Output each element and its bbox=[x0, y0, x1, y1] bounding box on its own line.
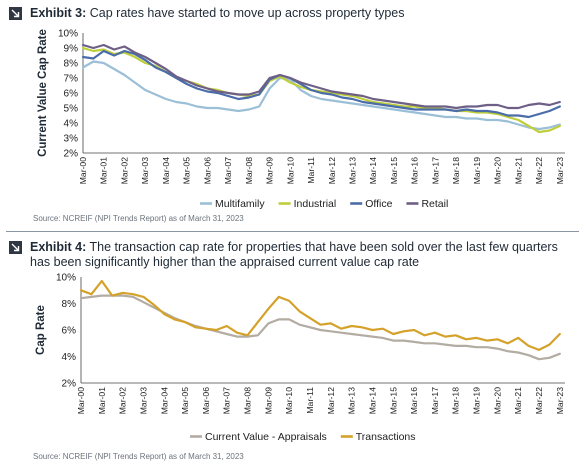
arrow-down-right-icon bbox=[9, 241, 22, 254]
y-tick-label: 10% bbox=[56, 273, 76, 284]
x-tick-label: Mar-08 bbox=[244, 157, 254, 184]
x-tick-label: Mar-03 bbox=[140, 157, 150, 184]
x-tick-label: Mar-10 bbox=[284, 387, 294, 414]
x-tick-label: Mar-22 bbox=[534, 157, 544, 184]
section-divider bbox=[6, 231, 579, 232]
x-tick-label: Mar-11 bbox=[306, 157, 316, 184]
exhibit4-title-line2: has been significantly higher than the a… bbox=[30, 255, 420, 269]
y-tick-label: 6% bbox=[62, 326, 77, 337]
exhibit4-title-line1: The transaction cap rate for properties … bbox=[89, 240, 558, 254]
x-tick-label: Mar-00 bbox=[78, 157, 88, 184]
x-tick-label: Mar-19 bbox=[472, 157, 482, 184]
y-tick-label: 9% bbox=[64, 44, 79, 55]
y-tick-label: 2% bbox=[62, 379, 77, 390]
x-tick-label: Mar-21 bbox=[513, 387, 523, 414]
x-tick-label: Mar-16 bbox=[409, 387, 419, 414]
exhibit3-source: Source: NCREIF (NPI Trends Report) as of… bbox=[33, 214, 244, 223]
x-tick-label: Mar-09 bbox=[265, 157, 275, 184]
x-tick-label: Mar-23 bbox=[555, 387, 565, 414]
x-tick-label: Mar-07 bbox=[223, 157, 233, 184]
x-tick-label: Mar-21 bbox=[513, 157, 523, 184]
exhibit3-label: Exhibit 3: bbox=[30, 6, 87, 20]
exhibit3-title-block: Exhibit 3: Cap rates have started to mov… bbox=[30, 6, 405, 21]
x-tick-label: Mar-15 bbox=[388, 387, 398, 414]
legend-entry: Current Value - Appraisals bbox=[205, 431, 327, 443]
x-tick-label: Mar-02 bbox=[119, 157, 129, 184]
x-tick-label: Mar-04 bbox=[159, 387, 169, 414]
x-tick-label: Mar-12 bbox=[326, 387, 336, 414]
x-tick-label: Mar-08 bbox=[243, 387, 253, 414]
exhibit4-label: Exhibit 4: bbox=[30, 240, 87, 254]
x-tick-label: Mar-01 bbox=[99, 157, 109, 184]
y-tick-label: 2% bbox=[64, 149, 79, 160]
y-axis-label: Cap Rate bbox=[35, 305, 47, 355]
y-tick-label: 4% bbox=[64, 119, 79, 130]
y-tick-label: 6% bbox=[64, 89, 79, 100]
y-tick-label: 3% bbox=[64, 134, 79, 145]
y-axis-label: Current Value Cap Rate bbox=[37, 29, 49, 157]
x-tick-label: Mar-16 bbox=[410, 157, 420, 184]
x-tick-label: Mar-06 bbox=[201, 387, 211, 414]
legend-entry: Industrial bbox=[294, 198, 337, 210]
x-tick-label: Mar-15 bbox=[389, 157, 399, 184]
x-tick-label: Mar-09 bbox=[263, 387, 273, 414]
x-tick-label: Mar-03 bbox=[138, 387, 148, 414]
x-tick-label: Mar-23 bbox=[555, 157, 565, 184]
x-tick-label: Mar-20 bbox=[492, 387, 502, 414]
legend-entry: Office bbox=[365, 198, 392, 210]
x-tick-label: Mar-06 bbox=[202, 157, 212, 184]
y-tick-label: 8% bbox=[64, 59, 79, 70]
exhibit3-chart: Current Value Cap Rate 2% 3% 4% 5% 6% 7% 8% 9% 10… bbox=[37, 29, 565, 210]
x-tick-label: Mar-17 bbox=[430, 387, 440, 414]
y-tick-label: 4% bbox=[62, 352, 77, 363]
exhibit4-source: Source: NCREIF (NPI Trends Report) as of… bbox=[33, 452, 244, 461]
x-tick-label: Mar-19 bbox=[472, 387, 482, 414]
x-tick-label: Mar-01 bbox=[97, 387, 107, 414]
series-line-multifamily bbox=[81, 60, 561, 131]
x-tick-label: Mar-20 bbox=[493, 157, 503, 184]
x-tick-label: Mar-04 bbox=[161, 157, 171, 184]
legend-entry: Retail bbox=[421, 198, 448, 210]
x-tick-label: Mar-22 bbox=[534, 387, 544, 414]
series-line-office bbox=[81, 49, 561, 119]
exhibit4-title-block: Exhibit 4: The transaction cap rate for … bbox=[30, 240, 558, 270]
exhibit4-header: Exhibit 4: The transaction cap rate for … bbox=[9, 240, 558, 270]
x-tick-label: Mar-13 bbox=[347, 387, 357, 414]
series-line-retail bbox=[81, 43, 561, 110]
x-tick-label: Mar-14 bbox=[367, 387, 377, 414]
arrow-down-right-icon bbox=[9, 7, 22, 20]
exhibit4-chart: Cap Rate 2% 4% 6% 8% 10% Mar-00 Mar-01 Mar-02 Mar… bbox=[35, 273, 565, 443]
x-tick-label: Mar-00 bbox=[76, 387, 86, 414]
x-tick-label: Mar-11 bbox=[305, 387, 315, 414]
x-tick-label: Mar-14 bbox=[368, 157, 378, 184]
y-tick-label: 8% bbox=[62, 299, 77, 310]
y-tick-label: 10% bbox=[58, 29, 78, 40]
x-tick-label: Mar-05 bbox=[182, 157, 192, 184]
x-tick-label: Mar-13 bbox=[348, 157, 358, 184]
y-tick-label: 5% bbox=[64, 104, 79, 115]
exhibit3-header: Exhibit 3: Cap rates have started to mov… bbox=[9, 6, 405, 21]
series-line-transactions bbox=[79, 279, 561, 352]
x-tick-label: Mar-10 bbox=[285, 157, 295, 184]
legend-entry: Transactions bbox=[356, 431, 416, 443]
x-tick-label: Mar-07 bbox=[222, 387, 232, 414]
x-tick-label: Mar-02 bbox=[118, 387, 128, 414]
x-tick-label: Mar-18 bbox=[451, 387, 461, 414]
x-tick-label: Mar-05 bbox=[180, 387, 190, 414]
legend-entry: Multifamily bbox=[215, 198, 265, 210]
x-tick-label: Mar-18 bbox=[451, 157, 461, 184]
y-tick-label: 7% bbox=[64, 74, 79, 85]
exhibit3-title: Cap rates have started to move up across… bbox=[89, 6, 405, 20]
x-tick-label: Mar-17 bbox=[430, 157, 440, 184]
x-tick-label: Mar-12 bbox=[327, 157, 337, 184]
